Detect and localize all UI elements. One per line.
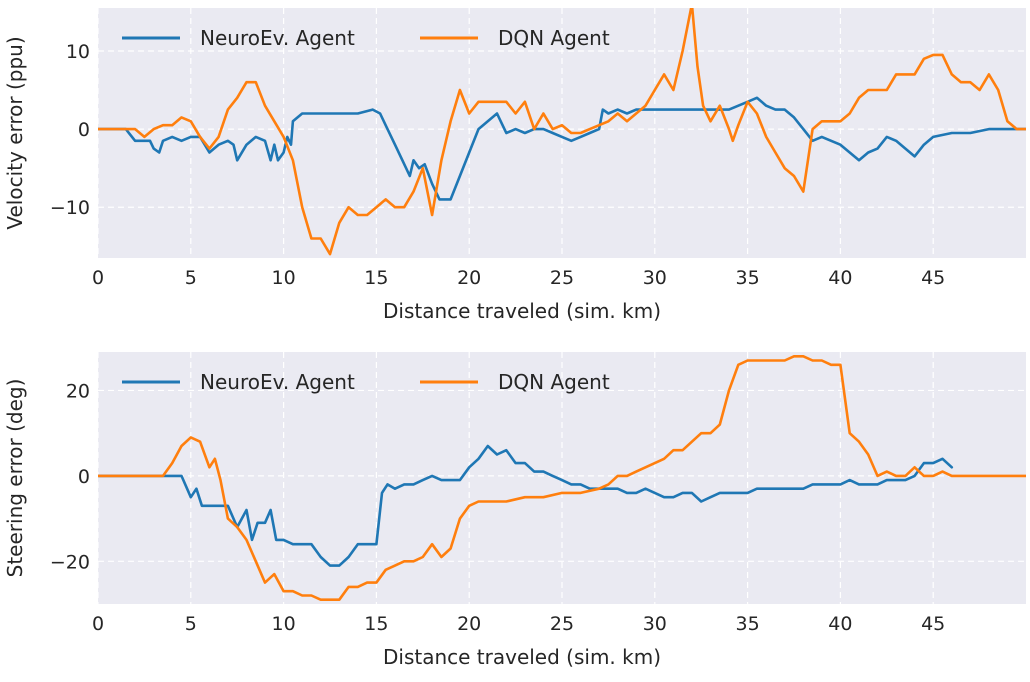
x-tick-label: 25 <box>550 613 574 635</box>
x-tick-label: 45 <box>921 267 945 289</box>
x-tick-label: 30 <box>643 267 667 289</box>
x-tick-label: 35 <box>736 267 760 289</box>
x-axis-label: Distance traveled (sim. km) <box>383 299 661 323</box>
x-tick-label: 40 <box>828 267 852 289</box>
x-tick-label: 5 <box>185 613 197 635</box>
steering-error-chart: 0 5 10 15 20 25 30 35 40 45 −20 0 20 Distance travele… <box>3 352 1026 669</box>
x-tick-label: 30 <box>643 613 667 635</box>
x-tick-label: 15 <box>364 267 388 289</box>
y-tick-label: 0 <box>78 466 90 488</box>
x-tick-label: 45 <box>921 613 945 635</box>
y-tick-label: 10 <box>66 41 90 63</box>
x-tick-label: 10 <box>272 267 296 289</box>
legend-label: DQN Agent <box>498 370 610 394</box>
y-tick-label: −10 <box>50 197 90 219</box>
y-axis-label: Steering error (deg) <box>3 379 27 578</box>
x-tick-label: 20 <box>457 267 481 289</box>
velocity-error-chart: 0 5 10 15 20 25 30 35 40 45 −10 0 10 Distance travele… <box>3 8 1026 323</box>
x-tick-label: 25 <box>550 267 574 289</box>
x-tick-label: 40 <box>828 613 852 635</box>
x-tick-label: 0 <box>92 613 104 635</box>
series-line-dqn-agent <box>98 355 1026 601</box>
x-tick-label: 35 <box>736 613 760 635</box>
y-tick-label: 20 <box>66 380 90 402</box>
series-line-neuroev-agent <box>98 444 954 567</box>
y-tick-label: 0 <box>78 119 90 141</box>
legend-label: NeuroEv. Agent <box>200 370 355 394</box>
y-tick-label: −20 <box>50 551 90 573</box>
series-line-neuroev-agent <box>98 96 1026 201</box>
x-tick-label: 5 <box>185 267 197 289</box>
x-tick-label: 0 <box>92 267 104 289</box>
x-tick-label: 15 <box>364 613 388 635</box>
series-line-dqn-agent <box>98 8 1026 256</box>
x-axis-label: Distance traveled (sim. km) <box>383 645 661 669</box>
legend-label: NeuroEv. Agent <box>200 26 355 50</box>
x-tick-label: 20 <box>457 613 481 635</box>
legend-label: DQN Agent <box>498 26 610 50</box>
x-tick-label: 10 <box>272 613 296 635</box>
y-axis-label: Velocity error (ppu) <box>3 36 27 229</box>
